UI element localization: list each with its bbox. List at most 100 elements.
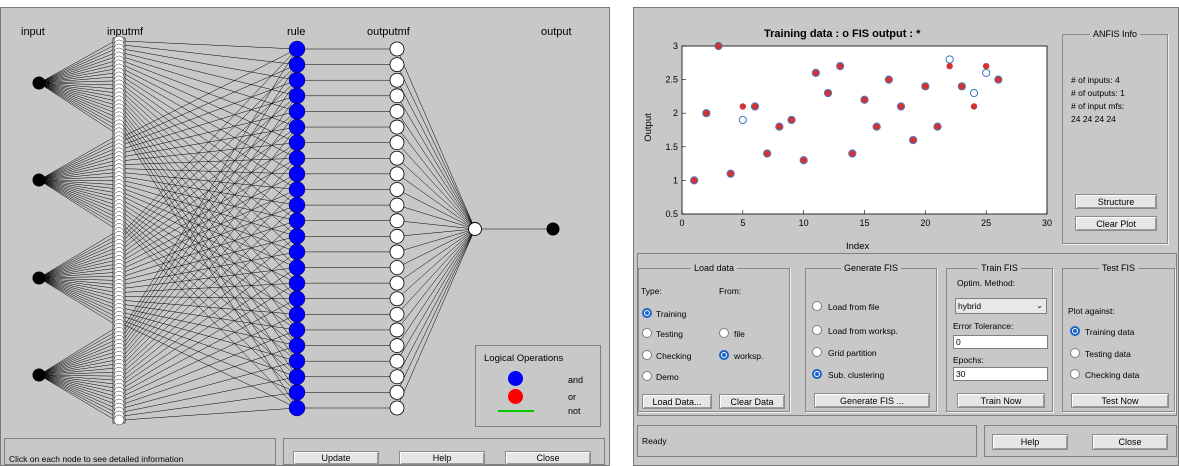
generate-fis-button[interactable]: Generate FIS ... [814, 393, 930, 408]
fis-output-point [812, 69, 820, 77]
training-data-point [933, 122, 942, 131]
mf-rule-edge [122, 158, 298, 261]
outputmf-output-edge [396, 228, 476, 253]
input-mf-edge [38, 374, 116, 389]
input-mf-edge [38, 232, 116, 279]
mf-rule-edge [122, 296, 298, 299]
editor-close-button[interactable]: Close [1092, 434, 1168, 450]
rule-node [288, 40, 306, 58]
radio-testing-label: Testing [656, 329, 683, 339]
radio-testing[interactable] [642, 328, 652, 338]
update-button[interactable]: Update [293, 451, 379, 465]
close-button[interactable]: Close [505, 451, 591, 465]
structure-button[interactable]: Structure [1075, 194, 1157, 209]
radio-plot-training-data[interactable] [1070, 326, 1080, 336]
training-scatter-plot: 0 5 10 15 20 25 30 0.5 1 1.5 2 2.5 3 [665, 41, 1052, 228]
rule-node [288, 368, 306, 385]
epochs-input[interactable]: 30 [953, 367, 1048, 381]
radio-sub-clustering[interactable] [812, 369, 822, 379]
radio-load-from-workspace[interactable] [812, 325, 822, 335]
radio-load-from-file-label: Load from file [828, 302, 880, 312]
mf-rule-edge [122, 267, 298, 289]
output-mf-node [389, 291, 405, 307]
x-tick-label: 15 [859, 218, 869, 228]
test-fis-group: Test FIS Plot against: Training data Tes… [1062, 263, 1175, 412]
radio-grid-partition[interactable] [812, 347, 822, 357]
test-fis-title: Test FIS [1098, 263, 1138, 273]
input-mf-edge [38, 236, 116, 279]
mf-rule-edge [122, 64, 298, 141]
input-mf-edge [38, 277, 116, 325]
input-mf-edge [38, 328, 116, 376]
input-mf-edge [38, 80, 116, 84]
output-mf-node [389, 166, 405, 182]
outputmf-output-edge [396, 228, 476, 377]
mf-rule-edge [122, 314, 298, 397]
load-data-button[interactable]: Load Data... [642, 394, 712, 409]
legend-title: Logical Operations [484, 353, 564, 364]
radio-file[interactable] [719, 328, 729, 338]
editor-help-button[interactable]: Help [992, 434, 1068, 450]
output-mf-node [389, 57, 405, 73]
output-mf-node [389, 119, 405, 135]
mf-rule-edge [122, 80, 298, 241]
outputmf-output-edge [396, 228, 476, 284]
rule-node [288, 259, 306, 276]
rule-node [288, 87, 306, 105]
radio-plot-testing-data[interactable] [1070, 348, 1080, 358]
input-mf-node [113, 414, 125, 426]
clear-plot-button[interactable]: Clear Plot [1075, 216, 1157, 231]
x-tick-label: 25 [981, 218, 991, 228]
output-mf-node [389, 72, 405, 88]
rule-node [288, 274, 306, 292]
radio-training[interactable] [642, 308, 652, 318]
train-now-button[interactable]: Train Now [957, 393, 1045, 408]
radio-plot-checking-data[interactable] [1070, 369, 1080, 379]
mf-rule-edge [122, 173, 298, 265]
rule-node [288, 352, 306, 370]
radio-workspace[interactable] [719, 350, 729, 360]
mf-rule-edge [122, 111, 298, 153]
mf-rule-edge [122, 298, 298, 393]
radio-load-from-file[interactable] [812, 301, 822, 311]
error-tolerance-input[interactable]: 0 [953, 335, 1048, 349]
input-mf-edge [38, 277, 116, 321]
mf-rule-edge [122, 345, 298, 405]
input-mf-edge [38, 355, 116, 376]
input-mf-edge [38, 332, 116, 376]
mf-rule-edge [122, 308, 298, 346]
input-mf-edge [38, 339, 116, 376]
input-mf-edge [38, 256, 116, 279]
y-tick-label: 2 [673, 108, 678, 118]
input-mf-edge [38, 343, 116, 376]
radio-checking[interactable] [642, 350, 652, 360]
training-data-point [969, 88, 979, 98]
fis-output-point [909, 136, 917, 144]
test-now-button[interactable]: Test Now [1071, 393, 1169, 408]
input-mf-edge [38, 264, 116, 279]
input-mf-edge [38, 160, 116, 181]
training-data-point [884, 75, 893, 84]
training-data-point [811, 68, 820, 77]
mf-rule-edge [122, 158, 298, 357]
x-tick-label: 30 [1042, 218, 1052, 228]
help-button[interactable]: Help [399, 451, 485, 465]
mf-rule-edge [122, 192, 298, 268]
input-mf-edge [38, 82, 116, 94]
network-edges [38, 40, 553, 421]
mf-rule-edge [122, 224, 298, 393]
radio-load-from-workspace-label: Load from worksp. [828, 326, 898, 336]
rule-node [288, 196, 306, 214]
rule-node [288, 165, 306, 183]
outputmf-output-edge [396, 228, 476, 268]
radio-demo[interactable] [642, 371, 652, 381]
radio-workspace-label: worksp. [734, 351, 764, 361]
mf-rule-edge [122, 80, 298, 337]
output-mf-node [389, 260, 405, 275]
input-mf-edge [38, 52, 116, 84]
input-mf-edge [38, 374, 116, 397]
x-tick-label: 10 [799, 218, 809, 228]
clear-data-button[interactable]: Clear Data [719, 394, 785, 409]
output-mf-node [389, 306, 405, 322]
optim-method-select[interactable]: hybrid ⌄ [955, 298, 1047, 314]
